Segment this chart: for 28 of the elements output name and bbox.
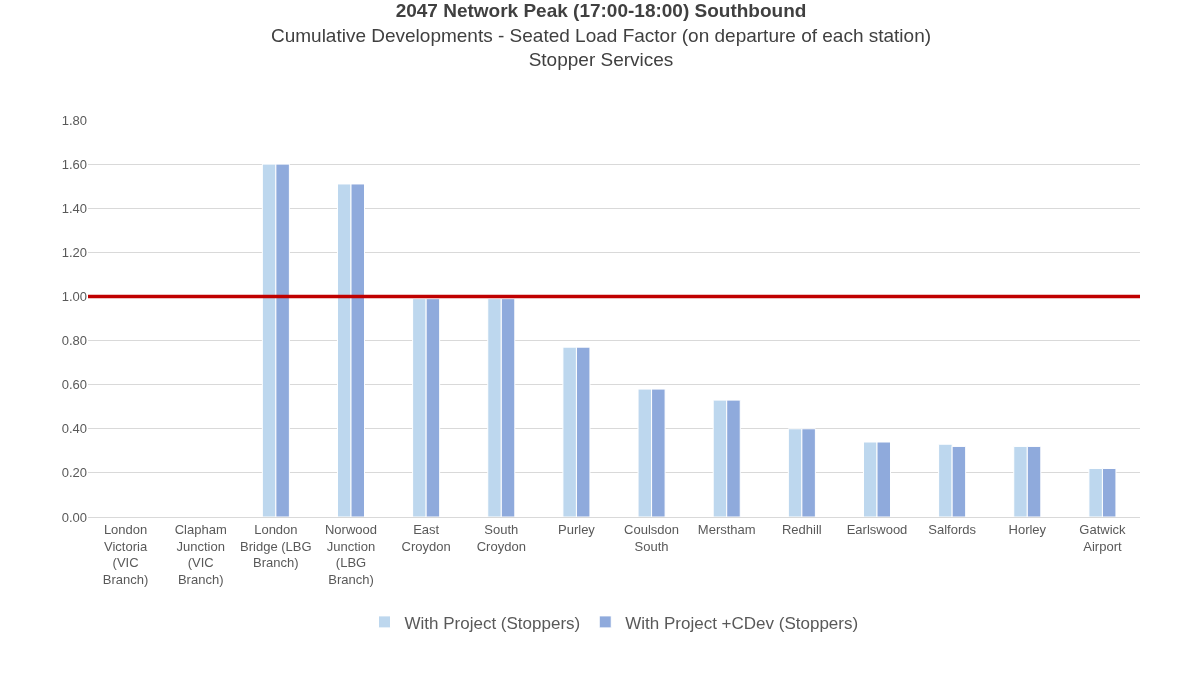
y-tick-label: 0.60 (61, 377, 87, 393)
chart-subtitle: Cumulative Developments - Seated Load Factor (on departure of each station) Stopper Services (270, 24, 932, 71)
y-tick-label: 0.40 (61, 421, 87, 437)
x-tick-label: Merstham (697, 521, 756, 537)
legend-label: With Project +CDev (Stoppers) (625, 613, 859, 633)
y-tick-label: 1.00 (61, 288, 87, 304)
x-tick-label: Gatwick Airport (1079, 521, 1127, 554)
x-tick-label: South Croydon (476, 521, 526, 554)
x-tick-label: London Bridge (LBG Branch) (240, 521, 312, 571)
legend-label: With Project (Stoppers) (404, 613, 581, 633)
x-tick-label: Salfords (928, 521, 977, 537)
x-tick-label: Coulsdon South (624, 521, 680, 554)
x-tick-label: London Victoria (VIC Branch) (102, 521, 149, 588)
x-tick-label: East Croydon (401, 521, 451, 554)
x-tick-label: Earlswood (846, 521, 908, 537)
x-tick-label: Purley (558, 521, 596, 537)
y-tick-label: 1.40 (61, 200, 87, 216)
y-tick-label: 0.20 (61, 465, 87, 481)
x-tick-label: Norwood Junction (LBG Branch) (324, 521, 378, 588)
y-tick-label: 0.80 (61, 333, 87, 349)
y-tick-label: 1.80 (61, 112, 87, 128)
y-tick-label: 1.60 (61, 156, 87, 172)
x-tick-label: Horley (1008, 521, 1047, 537)
chart-title: 2047 Network Peak (17:00-18:00) Southbound (395, 0, 807, 21)
y-tick-label: 0.00 (61, 509, 87, 525)
x-tick-label: Redhill (781, 521, 822, 537)
x-tick-label: Clapham Junction (VIC Branch) (174, 521, 227, 588)
y-tick-label: 1.20 (61, 244, 87, 260)
